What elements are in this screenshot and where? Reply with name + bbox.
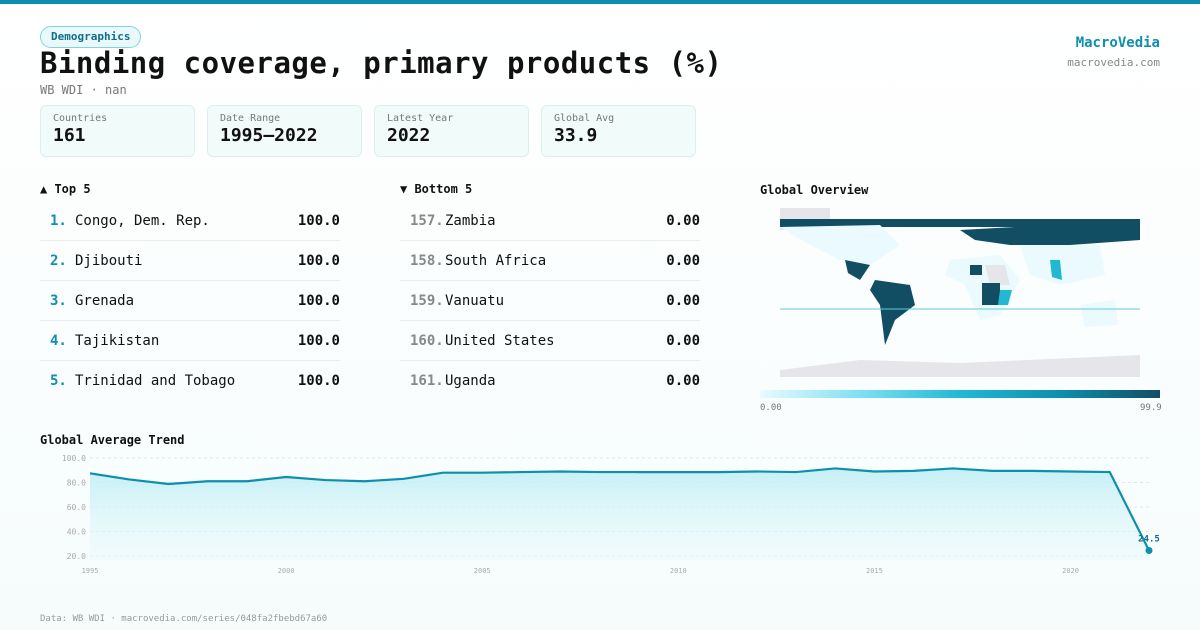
bottom5-heading: ▼ Bottom 5 <box>400 182 473 196</box>
country-value: 0.00 <box>666 212 700 229</box>
country-name: Grenada <box>75 292 135 309</box>
map-egypt <box>970 265 982 275</box>
footer-source: Data: WB WDI · macrovedia.com/series/048… <box>40 614 328 624</box>
rank: 1. <box>50 212 67 229</box>
map-mexico <box>845 260 870 280</box>
list-item[interactable]: 157. Zambia 0.00 <box>400 201 700 241</box>
data-point <box>1145 546 1153 554</box>
map-asia <box>1020 245 1105 285</box>
rank: 4. <box>50 332 67 349</box>
list-item[interactable]: 2. Djibouti 100.0 <box>40 241 340 281</box>
map-north-america <box>780 225 900 265</box>
page-title: Binding coverage, primary products (%) <box>40 46 723 80</box>
list-item[interactable]: 5. Trinidad and Tobago 100.0 <box>40 361 340 401</box>
list-item[interactable]: 161. Uganda 0.00 <box>400 361 700 401</box>
map-color-legend <box>760 390 1160 398</box>
stat-label: Countries <box>53 113 108 124</box>
stat-card-date-range: Date Range 1995–2022 <box>207 105 362 157</box>
stat-value: 1995–2022 <box>220 125 318 146</box>
stat-label: Latest Year <box>387 113 454 124</box>
map-central-africa <box>982 283 1000 305</box>
brand-logo[interactable]: MacroVedia <box>1075 35 1160 51</box>
stat-value: 33.9 <box>554 125 598 146</box>
x-tick-label: 2005 <box>474 567 491 575</box>
country-name: South Africa <box>445 252 547 269</box>
list-item[interactable]: 4. Tajikistan 100.0 <box>40 321 340 361</box>
rank: 161. <box>410 373 444 389</box>
trend-heading: Global Average Trend <box>40 433 185 447</box>
map-south-america <box>870 280 915 345</box>
rank: 2. <box>50 252 67 269</box>
y-tick-label: 80.0 <box>67 479 86 488</box>
y-tick-label: 60.0 <box>67 503 86 512</box>
x-tick-label: 2020 <box>1062 567 1079 575</box>
country-name: Congo, Dem. Rep. <box>75 212 210 229</box>
y-tick-label: 100.0 <box>62 454 86 463</box>
y-tick-label: 40.0 <box>67 528 86 537</box>
country-name: Tajikistan <box>75 332 160 349</box>
x-tick-label: 2010 <box>670 567 687 575</box>
list-item[interactable]: 160. United States 0.00 <box>400 321 700 361</box>
list-item[interactable]: 3. Grenada 100.0 <box>40 281 340 321</box>
top5-heading: ▲ Top 5 <box>40 182 91 196</box>
list-item[interactable]: 1. Congo, Dem. Rep. 100.0 <box>40 201 340 241</box>
map-southeast-asia <box>1050 260 1062 280</box>
country-name: Vanuatu <box>445 292 505 309</box>
country-name: Uganda <box>445 373 496 389</box>
last-value-label: 24.5 <box>1138 534 1160 544</box>
country-name: Trinidad and Tobago <box>75 373 236 389</box>
brand-url[interactable]: macrovedia.com <box>1067 56 1160 69</box>
legend-min: 0.00 <box>760 403 782 413</box>
country-value: 0.00 <box>666 332 700 349</box>
country-value: 0.00 <box>666 292 700 309</box>
stat-value: 161 <box>53 125 86 146</box>
country-value: 100.0 <box>297 252 340 269</box>
page-subtitle: WB WDI · nan <box>40 83 127 97</box>
top-accent-bar <box>0 0 1200 4</box>
map-east-africa <box>998 290 1012 305</box>
stat-card-latest-year: Latest Year 2022 <box>374 105 529 157</box>
list-item[interactable]: 158. South Africa 0.00 <box>400 241 700 281</box>
country-name: United States <box>445 332 555 349</box>
country-value: 100.0 <box>297 373 340 389</box>
country-value: 0.00 <box>666 252 700 269</box>
country-value: 0.00 <box>666 373 700 389</box>
map-north-africa <box>985 265 1010 285</box>
stat-card-countries: Countries 161 <box>40 105 195 157</box>
country-value: 100.0 <box>297 292 340 309</box>
rank: 3. <box>50 292 67 309</box>
stat-label: Date Range <box>220 113 281 124</box>
list-item[interactable]: 159. Vanuatu 0.00 <box>400 281 700 321</box>
world-map[interactable] <box>760 205 1160 380</box>
legend-max: 99.9 <box>1140 403 1162 413</box>
map-arctic-band <box>780 219 1140 227</box>
y-tick-label: 20.0 <box>67 552 86 561</box>
map-russia <box>960 220 1140 245</box>
trend-area <box>90 468 1149 560</box>
trend-line <box>89 467 1150 551</box>
country-value: 100.0 <box>297 332 340 349</box>
rank: 158. <box>410 252 444 269</box>
rank: 157. <box>410 212 444 229</box>
x-tick-label: 1995 <box>82 567 99 575</box>
country-value: 100.0 <box>297 212 340 229</box>
trend-chart: 100.0 80.0 60.0 40.0 20.0 1995 2000 2005 2010 201… <box>62 454 1160 575</box>
x-tick-label: 2015 <box>866 567 883 575</box>
stat-card-global-avg: Global Avg 33.9 <box>541 105 696 157</box>
map-australia <box>1080 300 1118 327</box>
country-name: Djibouti <box>75 252 143 269</box>
rank: 160. <box>410 332 444 349</box>
x-tick-label: 2000 <box>278 567 295 575</box>
bottom5-list: 157. Zambia 0.00 158. South Africa 0.00 159. Va… <box>400 201 700 401</box>
stat-label: Global Avg <box>554 113 615 124</box>
top5-list: 1. Congo, Dem. Rep. 100.0 2. Djibouti 100.0 3.… <box>40 201 340 401</box>
rank: 5. <box>50 373 67 389</box>
map-heading: Global Overview <box>760 183 869 197</box>
stat-value: 2022 <box>387 125 431 146</box>
map-antarctica <box>780 355 1140 377</box>
country-name: Zambia <box>445 212 496 229</box>
category-badge[interactable]: Demographics <box>40 26 142 48</box>
rank: 159. <box>410 292 444 309</box>
